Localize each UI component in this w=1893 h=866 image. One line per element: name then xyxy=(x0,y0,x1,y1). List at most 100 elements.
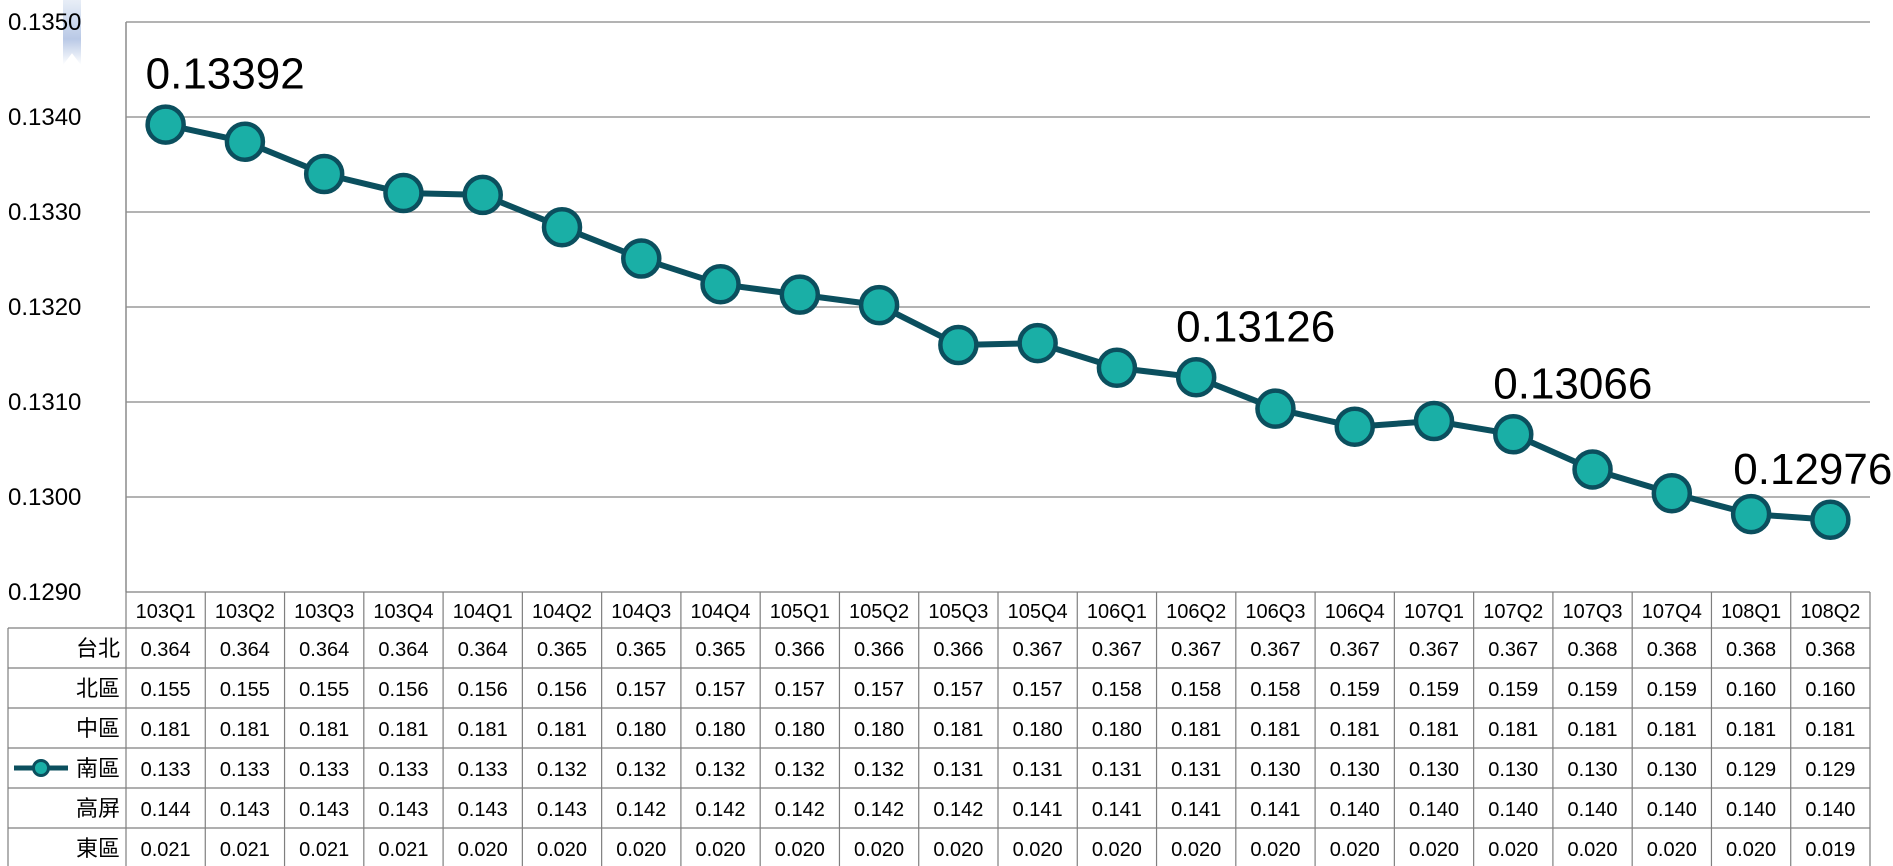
table-cell: 0.180 xyxy=(696,719,746,741)
table-cell: 0.019 xyxy=(1805,839,1855,861)
table-cell: 0.368 xyxy=(1568,639,1618,661)
table-cell: 0.142 xyxy=(933,799,983,821)
data-point xyxy=(779,274,821,315)
table-cell: 0.141 xyxy=(1013,799,1063,821)
table-cell: 0.142 xyxy=(616,799,666,821)
data-label: 0.13066 xyxy=(1493,359,1652,408)
table-cell: 0.367 xyxy=(1409,639,1459,661)
table-cell: 0.131 xyxy=(933,759,983,781)
table-cell: 0.158 xyxy=(1250,679,1300,701)
data-label: 0.13392 xyxy=(146,50,305,99)
y-tick-label: 0.1300 xyxy=(8,484,81,511)
table-cell: 0.020 xyxy=(1488,839,1538,861)
series-south xyxy=(145,104,1851,541)
table-cell: 0.181 xyxy=(537,719,587,741)
data-point xyxy=(462,174,503,216)
table-cell: 0.132 xyxy=(854,759,904,781)
data-label: 0.12976 xyxy=(1733,445,1892,494)
data-point xyxy=(541,206,583,248)
table-cell: 0.130 xyxy=(1647,759,1697,781)
y-tick-label: 0.1330 xyxy=(8,199,81,226)
table-cell: 0.020 xyxy=(537,839,587,861)
data-label: 0.13126 xyxy=(1176,302,1335,351)
top-accent-ribbon xyxy=(63,0,81,65)
table-cell: 0.142 xyxy=(854,799,904,821)
table-cell: 0.155 xyxy=(299,679,349,701)
data-labels: 0.13392 0.13126 0.13066 0.12976 xyxy=(146,50,1893,494)
table-cell: 0.020 xyxy=(854,839,904,861)
table-cell: 0.133 xyxy=(458,759,508,781)
table-cell: 0.364 xyxy=(220,639,270,661)
table-cell: 0.157 xyxy=(1013,679,1063,701)
data-table: 103Q1 103Q2 103Q3 103Q4 104Q1 104Q2 104Q3 104Q4… xyxy=(7,591,1871,866)
table-cell: 0.133 xyxy=(378,759,428,781)
legend-marker xyxy=(32,759,50,777)
table-cell: 0.366 xyxy=(775,639,825,661)
gridlines xyxy=(126,21,1870,498)
data-point xyxy=(1810,499,1851,541)
table-cell: 0.020 xyxy=(616,839,666,861)
table-cell: 0.181 xyxy=(458,719,508,741)
table-cell: 0.143 xyxy=(537,799,587,821)
data-point xyxy=(858,284,900,326)
table-cell: 0.159 xyxy=(1330,679,1380,701)
table-cell: 0.143 xyxy=(378,799,428,821)
table-cell: 0.364 xyxy=(299,639,349,661)
table-cell: 0.140 xyxy=(1488,799,1538,821)
table-cell: 0.160 xyxy=(1805,679,1855,701)
table-cell: 0.365 xyxy=(616,639,666,661)
data-point xyxy=(1334,406,1375,447)
y-tick-label: 0.1340 xyxy=(8,104,81,131)
data-point xyxy=(1572,449,1613,490)
x-tick-label: 106Q2 xyxy=(1166,601,1226,623)
table-row-label: 南區 xyxy=(76,757,120,782)
table-cell: 0.367 xyxy=(1013,639,1063,661)
table-cell: 0.144 xyxy=(141,799,191,821)
y-axis: 0.1290 0.1300 0.1310 0.1320 0.1330 0.1340 0.13… xyxy=(8,9,127,606)
data-point xyxy=(383,172,424,214)
table-cell: 0.364 xyxy=(458,639,508,661)
table-cell: 0.020 xyxy=(696,839,746,861)
data-point xyxy=(1651,472,1693,514)
table-cell: 0.366 xyxy=(933,639,983,661)
data-point xyxy=(1255,388,1296,429)
table-cell: 0.141 xyxy=(1250,799,1300,821)
x-tick-label: 103Q1 xyxy=(136,601,196,623)
x-tick-label: 107Q3 xyxy=(1563,601,1623,623)
data-point xyxy=(700,263,741,305)
table-row-label: 中區 xyxy=(76,717,120,742)
x-tick-label: 106Q4 xyxy=(1325,601,1385,623)
table-cell: 0.156 xyxy=(537,679,587,701)
table-cell: 0.368 xyxy=(1805,639,1855,661)
table-cell: 0.181 xyxy=(299,719,349,741)
table-cell: 0.181 xyxy=(1568,719,1618,741)
table-cell: 0.367 xyxy=(1330,639,1380,661)
table-cell: 0.130 xyxy=(1409,759,1459,781)
table-cell: 0.132 xyxy=(696,759,746,781)
y-tick-label: 0.1350 xyxy=(8,9,81,36)
series-line xyxy=(165,121,1831,523)
x-tick-label: 104Q3 xyxy=(611,601,671,623)
table-cell: 0.020 xyxy=(1568,839,1618,861)
table-row-label: 東區 xyxy=(76,837,120,862)
table-cell: 0.020 xyxy=(1250,839,1300,861)
x-tick-label: 105Q4 xyxy=(1008,601,1068,623)
table-cell: 0.020 xyxy=(775,839,825,861)
table-cell: 0.140 xyxy=(1568,799,1618,821)
table-cell: 0.159 xyxy=(1488,679,1538,701)
table-cell: 0.367 xyxy=(1171,639,1221,661)
table-cell: 0.131 xyxy=(1171,759,1221,781)
table-cell: 0.020 xyxy=(1171,839,1221,861)
table-cell: 0.181 xyxy=(933,719,983,741)
table-cell: 0.020 xyxy=(1330,839,1380,861)
x-tick-label: 105Q1 xyxy=(770,601,830,623)
table-cell: 0.156 xyxy=(378,679,428,701)
table-cell: 0.133 xyxy=(220,759,270,781)
table-cell: 0.158 xyxy=(1171,679,1221,701)
table-cell: 0.180 xyxy=(854,719,904,741)
table-cell: 0.157 xyxy=(616,679,666,701)
table-cell: 0.367 xyxy=(1092,639,1142,661)
table-cell: 0.181 xyxy=(1171,719,1221,741)
table-cell: 0.130 xyxy=(1330,759,1380,781)
data-point xyxy=(224,121,266,162)
